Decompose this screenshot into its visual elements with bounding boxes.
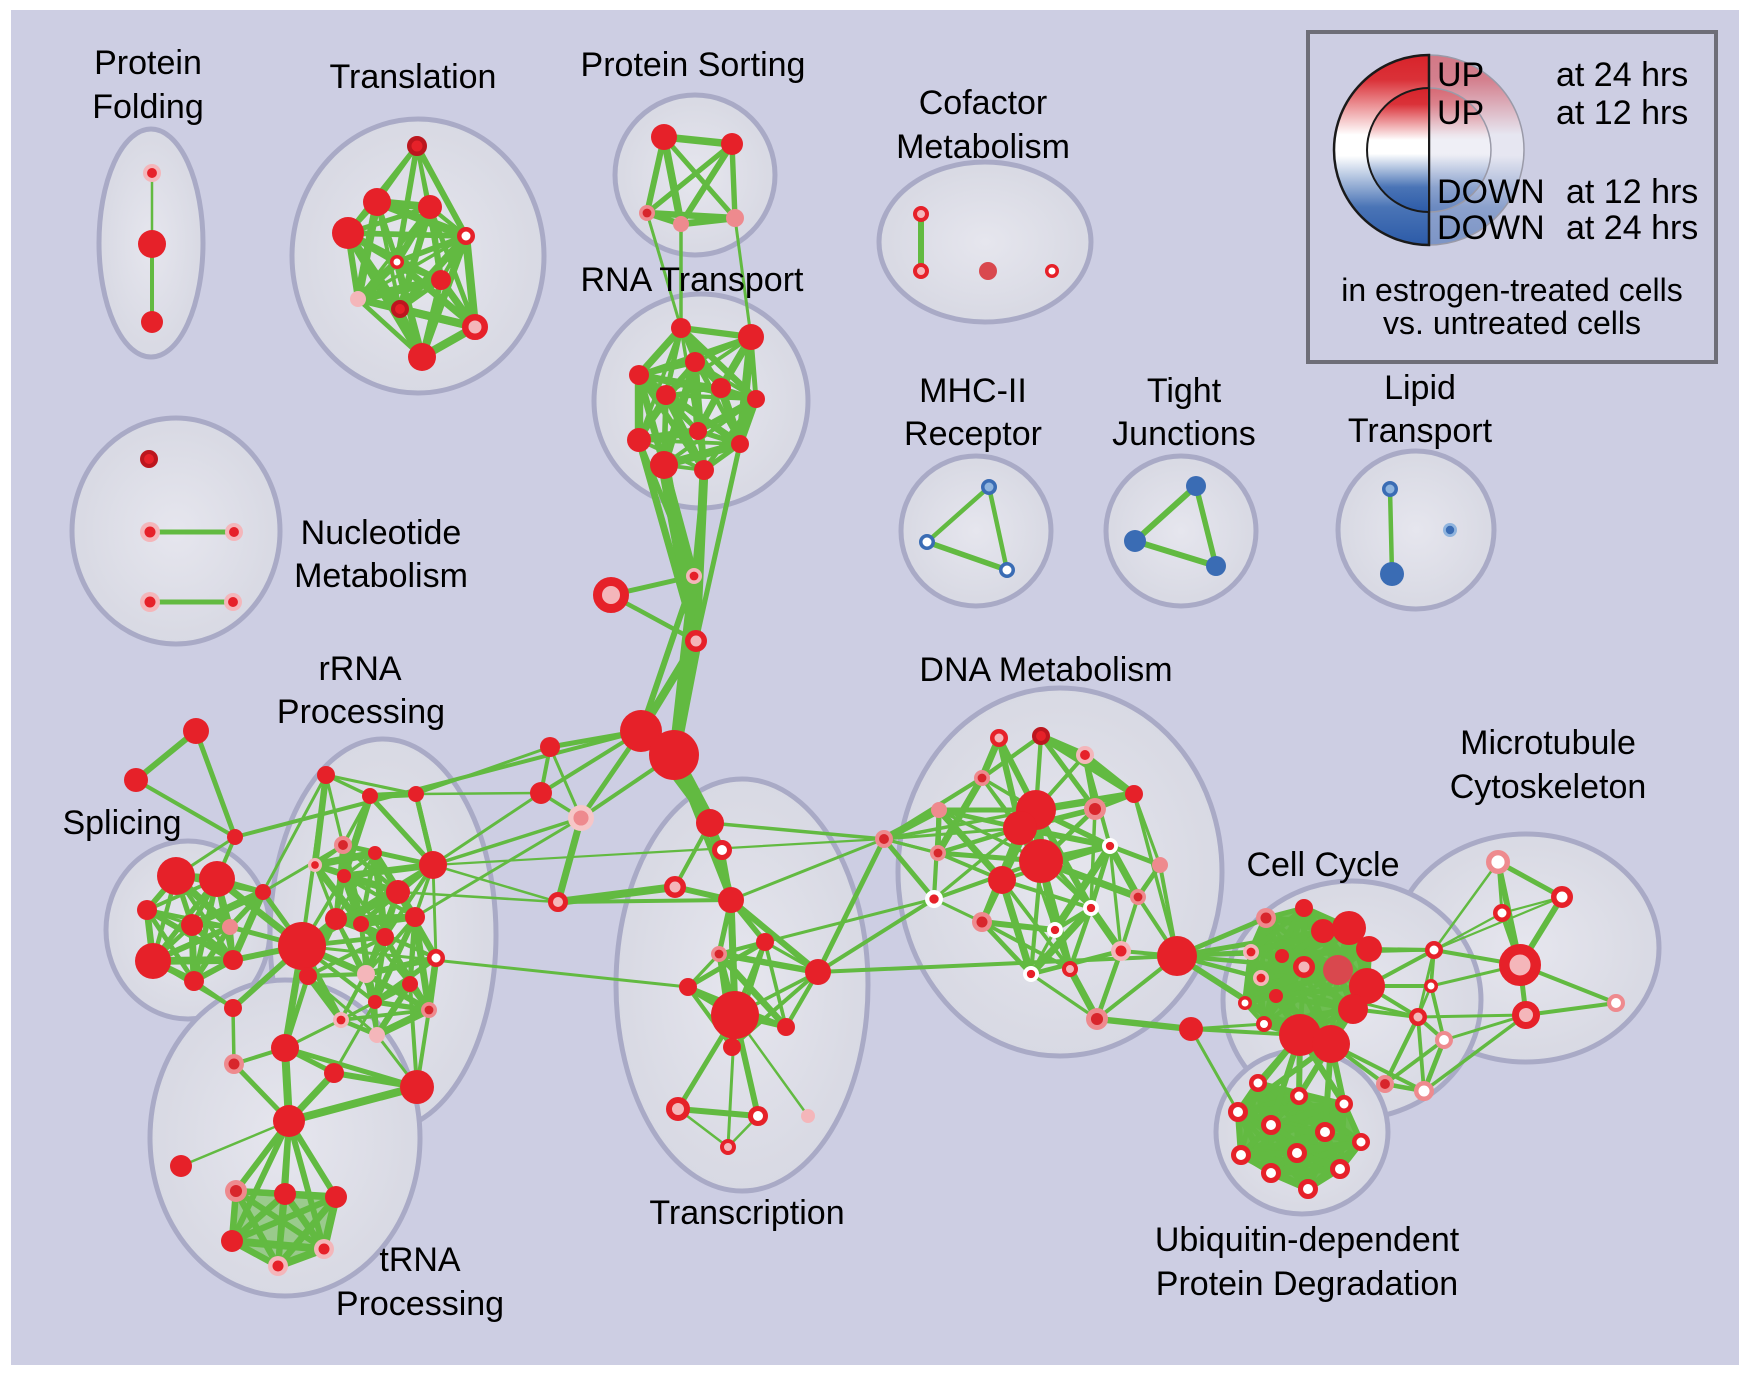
svg-text:Tight: Tight bbox=[1147, 372, 1222, 410]
svg-text:Processing: Processing bbox=[336, 1285, 504, 1323]
svg-text:Protein: Protein bbox=[94, 44, 202, 82]
svg-text:at 12 hrs: at 12 hrs bbox=[1556, 94, 1688, 132]
svg-text:Transcription: Transcription bbox=[649, 1194, 844, 1232]
svg-text:MHC-II: MHC-II bbox=[919, 372, 1027, 410]
svg-text:Microtubule: Microtubule bbox=[1460, 724, 1636, 762]
svg-text:UP: UP bbox=[1437, 94, 1484, 132]
svg-text:Folding: Folding bbox=[92, 88, 204, 126]
svg-text:DOWN: DOWN bbox=[1437, 173, 1545, 211]
svg-text:at 12 hrs: at 12 hrs bbox=[1566, 173, 1698, 211]
svg-text:at 24 hrs: at 24 hrs bbox=[1566, 209, 1698, 247]
svg-text:Protein Degradation: Protein Degradation bbox=[1156, 1265, 1458, 1303]
svg-text:UP: UP bbox=[1437, 56, 1484, 94]
svg-text:Cell Cycle: Cell Cycle bbox=[1246, 846, 1399, 884]
svg-text:DNA Metabolism: DNA Metabolism bbox=[919, 651, 1172, 689]
svg-text:Metabolism: Metabolism bbox=[896, 128, 1070, 166]
svg-text:tRNA: tRNA bbox=[379, 1241, 461, 1279]
svg-text:Lipid: Lipid bbox=[1384, 369, 1456, 407]
svg-text:Processing: Processing bbox=[277, 693, 445, 731]
svg-text:DOWN: DOWN bbox=[1437, 209, 1545, 247]
svg-text:Cytoskeleton: Cytoskeleton bbox=[1450, 768, 1647, 806]
svg-text:Splicing: Splicing bbox=[62, 804, 181, 842]
svg-text:Junctions: Junctions bbox=[1112, 415, 1256, 453]
svg-text:rRNA: rRNA bbox=[318, 650, 401, 688]
svg-text:Metabolism: Metabolism bbox=[294, 557, 468, 595]
svg-text:Translation: Translation bbox=[330, 58, 497, 96]
svg-text:in estrogen-treated cells: in estrogen-treated cells bbox=[1341, 272, 1683, 308]
svg-text:Transport: Transport bbox=[1348, 412, 1493, 450]
svg-text:at 24 hrs: at 24 hrs bbox=[1556, 56, 1688, 94]
svg-text:Cofactor: Cofactor bbox=[919, 84, 1048, 122]
svg-text:Receptor: Receptor bbox=[904, 415, 1042, 453]
svg-text:vs. untreated cells: vs. untreated cells bbox=[1383, 305, 1641, 341]
svg-text:Nucleotide: Nucleotide bbox=[301, 514, 462, 552]
svg-text:RNA Transport: RNA Transport bbox=[581, 261, 805, 299]
svg-text:Ubiquitin-dependent: Ubiquitin-dependent bbox=[1155, 1221, 1460, 1259]
svg-text:Protein Sorting: Protein Sorting bbox=[581, 46, 806, 84]
